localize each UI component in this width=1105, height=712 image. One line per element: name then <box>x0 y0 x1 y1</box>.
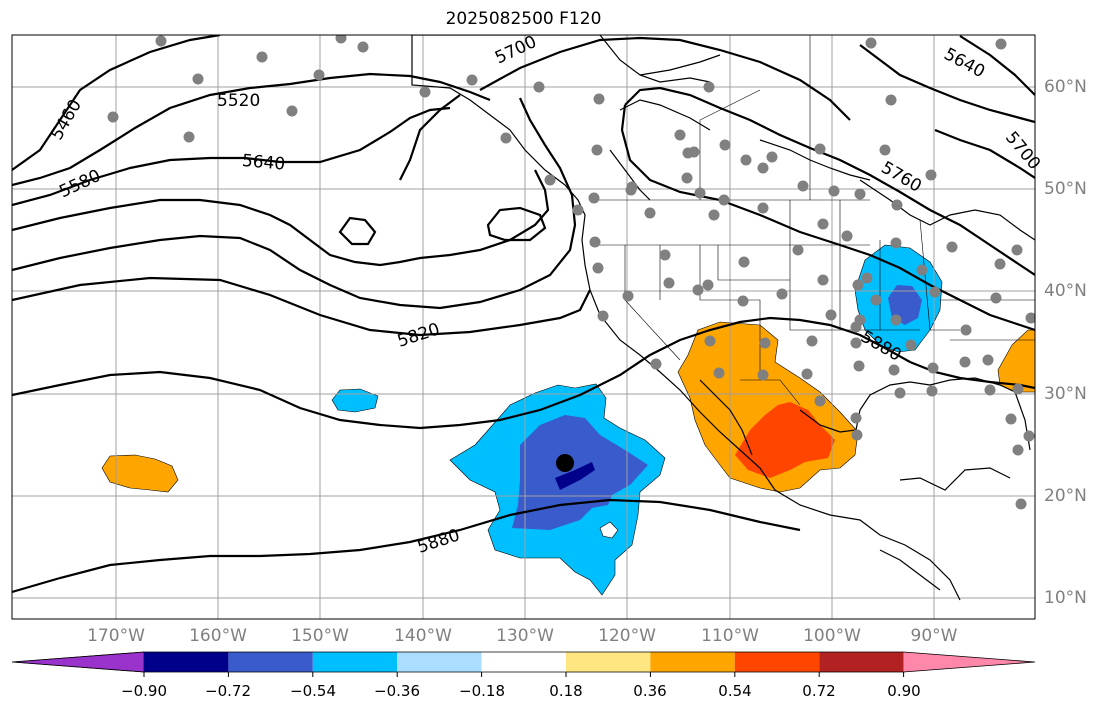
map-frame <box>11 34 1036 620</box>
lon-label: 90°W <box>910 626 958 646</box>
lon-label: 100°W <box>803 626 861 646</box>
colorbar-tick-label: −0.90 <box>121 682 167 700</box>
center-marker <box>556 454 574 472</box>
colorbar-segment <box>734 652 820 672</box>
lat-label: 20°N <box>1044 486 1087 506</box>
graticule <box>12 35 1035 619</box>
station-dots <box>107 35 1035 510</box>
height-contours <box>12 35 1035 594</box>
colorbar-tick-label: 0.90 <box>887 682 921 700</box>
positive-anomaly-mexico-core <box>735 402 835 478</box>
colorbar-tick-label: 0.54 <box>718 682 752 700</box>
colorbar <box>11 651 1036 677</box>
lat-label: 30°N <box>1044 384 1087 404</box>
negative-anomaly-peak-pacific <box>555 462 595 490</box>
negative-anomaly-small <box>331 388 379 413</box>
colorbar-segment <box>228 652 313 672</box>
contour-label: 5640 <box>241 151 286 175</box>
colorbar-segment <box>481 652 566 672</box>
contour-label: 5520 <box>217 91 260 111</box>
lon-label: 170°W <box>87 626 145 646</box>
lon-label: 140°W <box>394 626 452 646</box>
colorbar-tick-label: 0.18 <box>549 682 583 700</box>
lat-label: 50°N <box>1044 179 1087 199</box>
anomaly-shading <box>101 244 1035 596</box>
chart-title: 2025082500 F120 <box>445 9 602 29</box>
lon-label: 120°W <box>598 626 656 646</box>
lon-label: 150°W <box>291 626 349 646</box>
lat-label: 60°N <box>1044 77 1087 97</box>
colorbar-tick-label: −0.72 <box>205 682 251 700</box>
colorbar-tick-label: −0.36 <box>374 682 420 700</box>
state-borders <box>590 35 1035 406</box>
colorbar-segment <box>650 652 735 672</box>
colorbar-segment <box>11 651 145 673</box>
colorbar-tick-label: 0.36 <box>633 682 667 700</box>
lat-label: 10°N <box>1044 588 1087 608</box>
positive-pocket-pacific <box>599 521 619 539</box>
lon-label: 110°W <box>701 626 759 646</box>
colorbar-segment <box>566 652 651 672</box>
lon-label: 130°W <box>496 626 554 646</box>
positive-anomaly-hawaii <box>101 454 179 493</box>
colorbar-tick-label: 0.72 <box>802 682 836 700</box>
colorbar-segment <box>312 652 398 672</box>
map-area <box>12 35 1035 619</box>
coastlines <box>411 35 1035 601</box>
colorbar-segment <box>903 652 1035 672</box>
lat-label: 40°N <box>1044 281 1087 301</box>
lon-label: 160°W <box>189 626 247 646</box>
colorbar-tick-label: −0.18 <box>459 682 505 700</box>
colorbar-segment <box>397 652 482 672</box>
colorbar-segment <box>144 652 229 672</box>
colorbar-segment <box>819 652 904 672</box>
colorbar-tick-label: −0.54 <box>290 682 336 700</box>
